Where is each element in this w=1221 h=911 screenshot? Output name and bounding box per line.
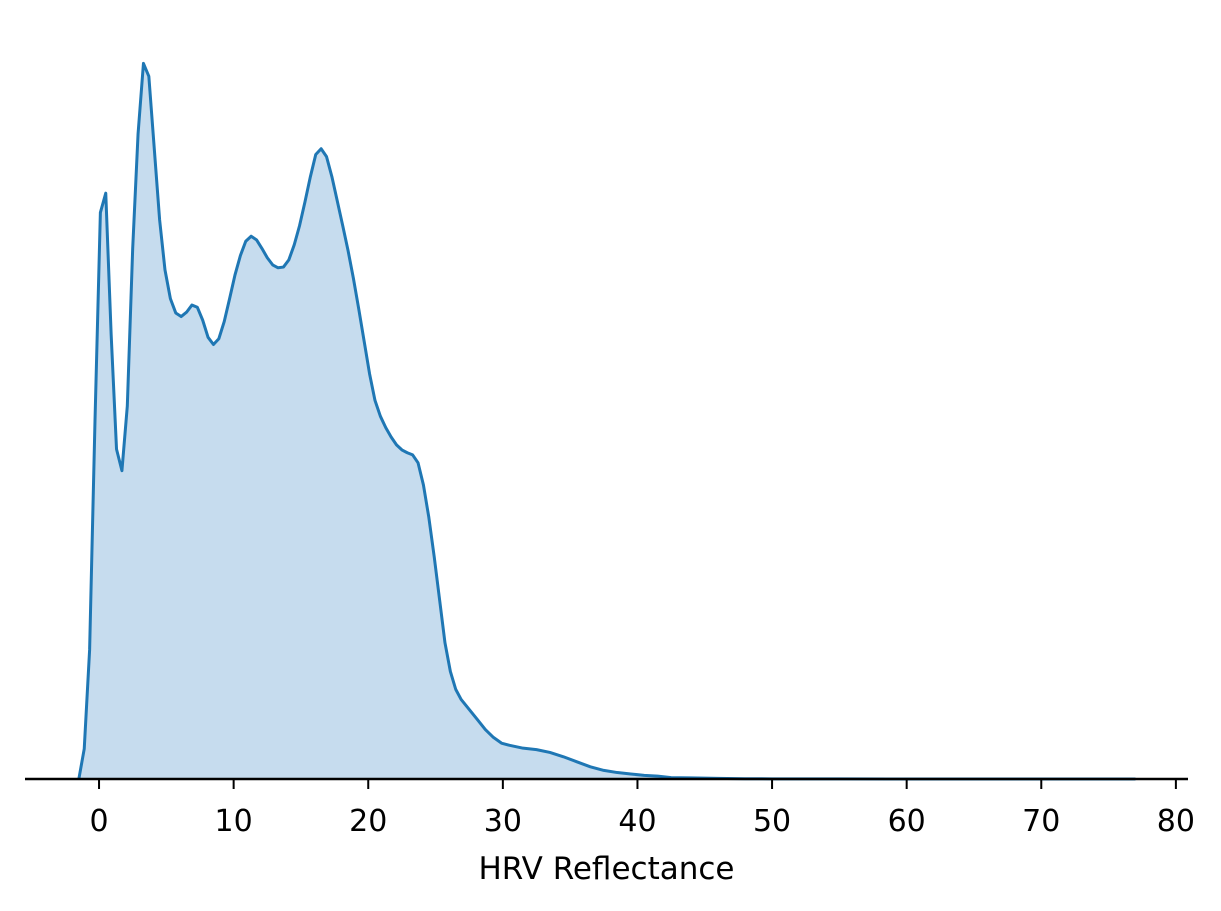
x-tick-label: 10 [215,804,253,839]
x-tick-label: 40 [618,804,656,839]
x-tick-label: 80 [1157,804,1195,839]
x-tick-label: 30 [484,804,522,839]
x-tick-label: 20 [349,804,387,839]
density-fill-0 [78,63,1136,780]
x-axis-title: HRV Reflectance [479,851,735,887]
x-tick-label: 0 [89,804,108,839]
x-axis: 0 10 20 30 40 50 60 70 80 [25,777,1195,839]
density-area-layer [77,61,1136,781]
density-line-0 [77,61,1136,781]
x-tick-label: 50 [753,804,791,839]
x-tick-label: 70 [1022,804,1060,839]
x-tick-label: 60 [888,804,926,839]
